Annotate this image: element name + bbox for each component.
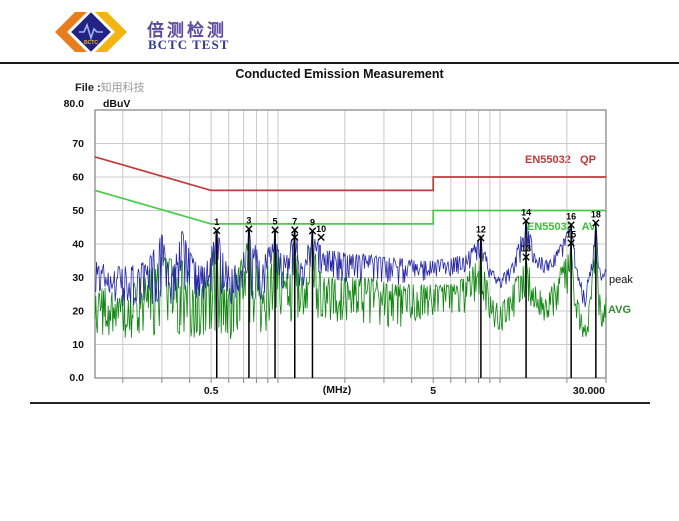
marker-number: 5 xyxy=(273,216,278,226)
brand-name-english: BCTC TEST xyxy=(148,37,230,52)
marker-x-icon xyxy=(522,217,530,225)
y-axis-label: 40 xyxy=(72,239,84,251)
marker-number: 3 xyxy=(246,215,251,225)
marker-x-icon xyxy=(522,253,530,261)
limit-line-av xyxy=(94,189,606,225)
marker-x-icon xyxy=(291,233,299,241)
logo-left-chevron xyxy=(55,12,87,52)
y-axis-label: 20 xyxy=(72,306,84,318)
marker-x-icon xyxy=(213,226,221,235)
file-line: File :知用科技 xyxy=(75,79,145,95)
x-axis-label: 5 xyxy=(430,385,436,397)
plot-frame xyxy=(94,109,607,379)
marker-x-icon xyxy=(245,225,253,233)
marker-x-icon xyxy=(567,239,575,247)
marker-number: 14 xyxy=(521,207,531,217)
marker-x-icon xyxy=(477,234,485,242)
marker-number: 16 xyxy=(566,211,576,221)
y-axis-label: 50 xyxy=(72,205,84,217)
marker-number: 10 xyxy=(316,224,326,234)
marker-x-icon xyxy=(291,226,299,234)
logo-right-chevron xyxy=(95,12,127,52)
y-axis-label: 10 xyxy=(72,339,84,351)
footer-divider xyxy=(30,402,650,404)
marker-x-icon xyxy=(271,226,279,234)
marker-x-icon xyxy=(592,219,600,227)
y-axis-bottom-value: 0.0 xyxy=(69,372,84,384)
marker-x-icon xyxy=(567,221,575,229)
x-axis-label: 0.5 xyxy=(204,385,219,397)
logo-waveform-icon xyxy=(79,22,103,41)
brand-name-chinese: 倍测检测 xyxy=(147,21,227,40)
bctc-logo: BCTC xyxy=(53,6,129,58)
marker-x-icon xyxy=(308,227,317,235)
y-axis-top-value: 80.0 xyxy=(63,98,84,110)
logo-text: BCTC xyxy=(84,40,98,46)
y-axis-label: 60 xyxy=(72,172,84,184)
marker-number: 9 xyxy=(310,217,315,227)
marker-number: 1 xyxy=(214,217,219,227)
page-title: Conducted Emission Measurement xyxy=(235,67,444,81)
x-axis-unit: (MHz) xyxy=(322,384,352,396)
trace-peak xyxy=(94,221,607,307)
marker-number: 18 xyxy=(591,209,601,219)
y-axis-unit: dBuV xyxy=(103,98,131,110)
header-divider xyxy=(0,62,679,64)
marker-number: 15 xyxy=(566,229,576,239)
trace-label-avg: AVG xyxy=(608,304,632,316)
file-label: File : xyxy=(75,82,101,94)
y-axis-label: 30 xyxy=(72,272,84,284)
marker-number: 7 xyxy=(292,216,297,226)
limit-line-qp xyxy=(94,156,606,192)
x-axis-label: 30.000 xyxy=(573,385,605,397)
marker-number: 12 xyxy=(476,224,486,234)
marker-x-icon xyxy=(317,233,325,241)
file-value: 知用科技 xyxy=(100,82,145,94)
y-axis-label: 70 xyxy=(72,138,84,150)
trace-avg xyxy=(94,235,607,339)
trace-label-peak: peak xyxy=(609,274,633,286)
limit-label-qp: EN55032 QP xyxy=(525,154,596,166)
limit-label-av: EN55032 AV xyxy=(527,221,597,233)
marker-number: 13 xyxy=(521,244,531,254)
bctc-logo-icon: BCTC xyxy=(55,12,127,52)
